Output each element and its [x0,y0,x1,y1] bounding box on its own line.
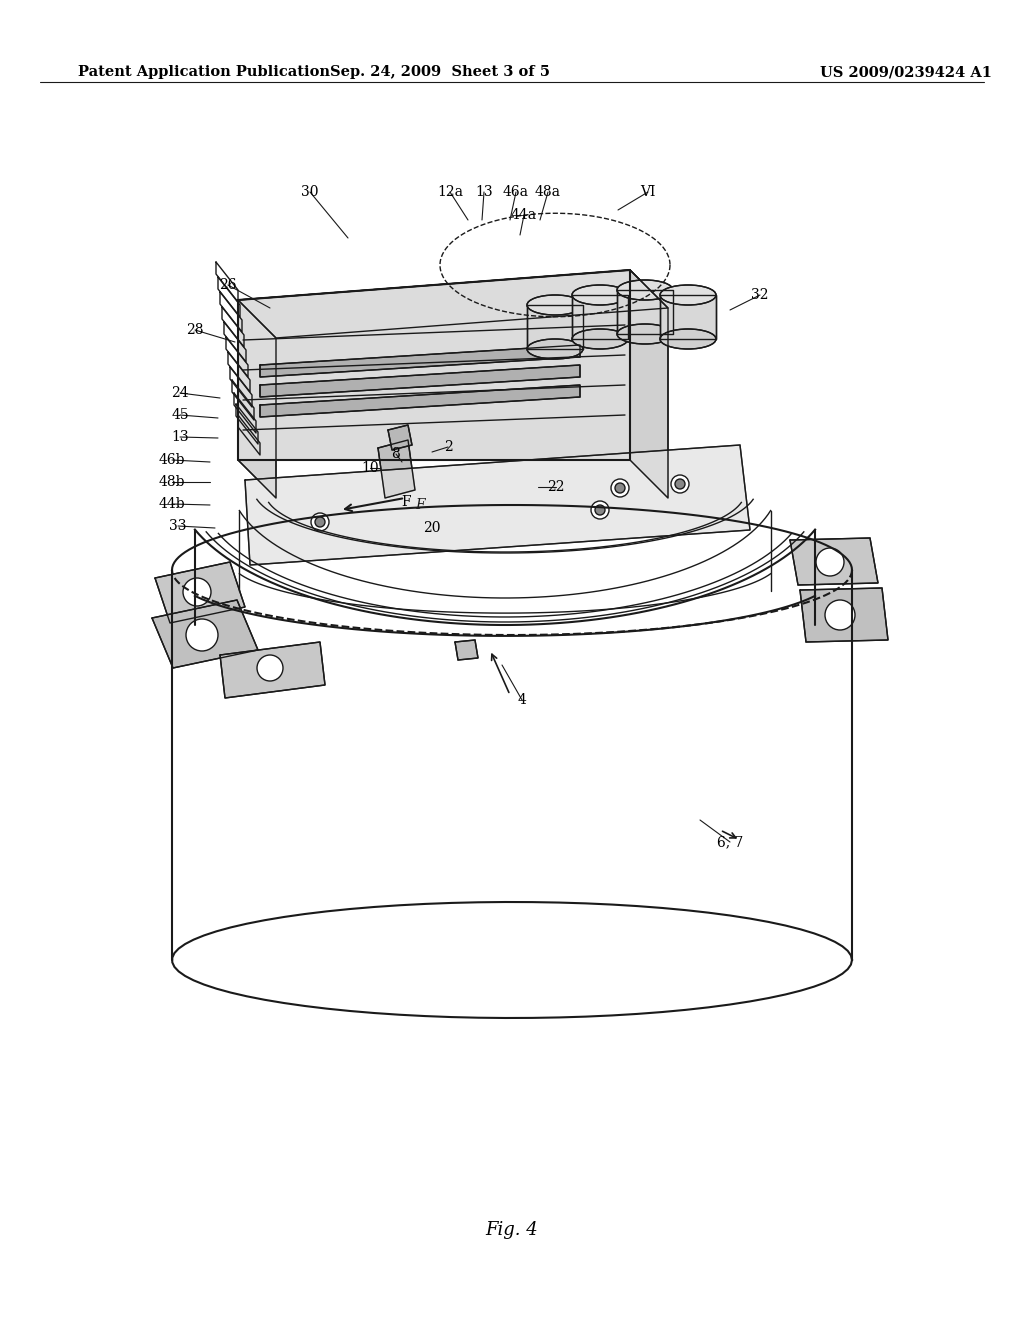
Circle shape [186,619,218,651]
Text: Sep. 24, 2009  Sheet 3 of 5: Sep. 24, 2009 Sheet 3 of 5 [330,65,550,79]
Polygon shape [152,601,258,668]
Polygon shape [800,587,888,642]
Text: 46b: 46b [159,453,185,467]
Ellipse shape [527,294,583,315]
Ellipse shape [617,323,673,345]
Ellipse shape [572,285,628,305]
Ellipse shape [660,329,716,348]
Polygon shape [238,271,668,338]
Circle shape [257,655,283,681]
Text: 48a: 48a [535,185,561,199]
Polygon shape [155,562,245,623]
Text: 26: 26 [219,279,237,292]
Text: 6, 7: 6, 7 [717,836,743,849]
Ellipse shape [660,285,716,305]
Circle shape [615,483,625,492]
Circle shape [183,578,211,606]
Polygon shape [630,271,668,498]
Circle shape [816,548,844,576]
Text: Patent Application Publication: Patent Application Publication [78,65,330,79]
Text: 28: 28 [186,323,204,337]
Circle shape [315,517,325,527]
Text: 4: 4 [517,693,526,708]
Polygon shape [245,445,750,565]
Polygon shape [238,300,276,498]
Text: 13: 13 [171,430,188,444]
Circle shape [675,479,685,488]
Text: 2: 2 [443,440,453,454]
Ellipse shape [572,329,628,348]
Polygon shape [388,425,412,450]
Polygon shape [238,271,630,459]
Text: 22: 22 [547,480,565,494]
Text: 12a: 12a [437,185,463,199]
Polygon shape [378,440,415,498]
Circle shape [595,506,605,515]
Text: 44b: 44b [159,498,185,511]
Text: 48b: 48b [159,475,185,488]
Polygon shape [790,539,878,585]
Text: Fig. 4: Fig. 4 [485,1221,539,1239]
Circle shape [611,479,629,498]
Text: F: F [401,495,411,510]
Polygon shape [660,294,716,339]
Polygon shape [260,385,580,417]
Text: 13: 13 [475,185,493,199]
Text: US 2009/0239424 A1: US 2009/0239424 A1 [820,65,992,79]
Text: 10: 10 [361,461,379,475]
Polygon shape [455,640,478,660]
Text: 45: 45 [171,408,188,422]
Ellipse shape [527,339,583,359]
Text: 20: 20 [423,521,440,535]
Circle shape [311,513,329,531]
Text: VI: VI [640,185,655,199]
Text: F: F [415,498,425,512]
Polygon shape [260,345,580,378]
Polygon shape [572,294,628,339]
Text: 33: 33 [169,519,186,533]
Polygon shape [617,290,673,334]
Text: 46a: 46a [503,185,529,199]
Text: 44a: 44a [511,209,537,222]
Circle shape [671,475,689,492]
Text: 8: 8 [391,447,400,461]
Text: 30: 30 [301,185,318,199]
Polygon shape [527,305,583,348]
Text: 24: 24 [171,385,188,400]
Polygon shape [260,366,580,397]
Polygon shape [220,642,325,698]
Circle shape [825,601,855,630]
Ellipse shape [617,280,673,300]
Circle shape [591,502,609,519]
Text: 32: 32 [752,288,769,302]
